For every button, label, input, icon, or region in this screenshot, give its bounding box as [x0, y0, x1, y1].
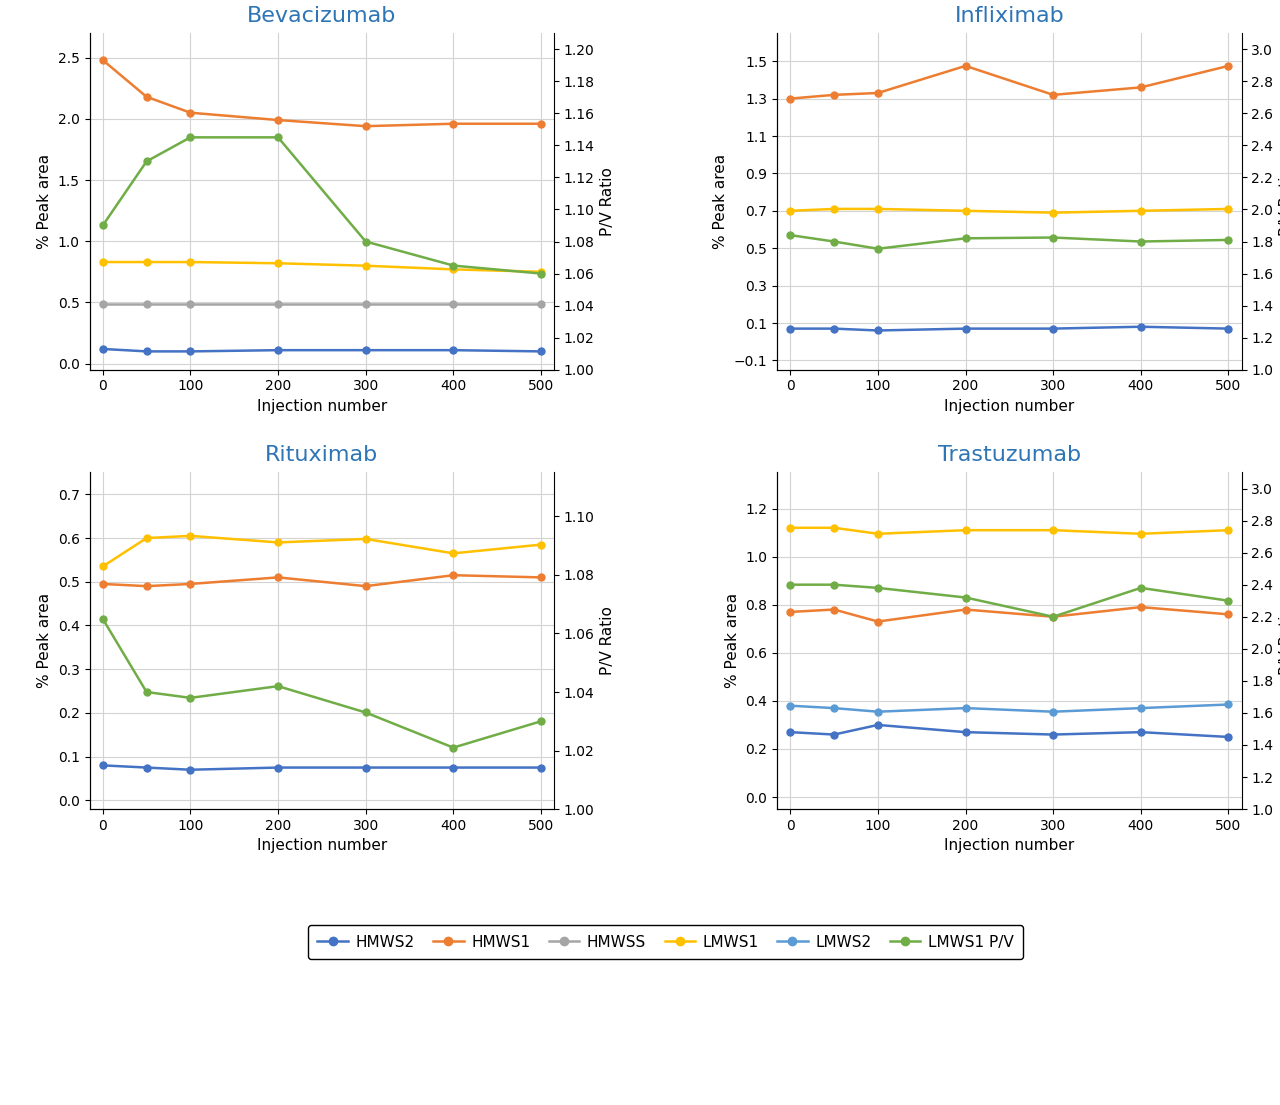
Title: Trastuzumab: Trastuzumab	[938, 445, 1080, 465]
X-axis label: Injection number: Injection number	[945, 839, 1074, 853]
Y-axis label: % Peak area: % Peak area	[37, 154, 52, 249]
Title: Infliximab: Infliximab	[955, 6, 1064, 27]
Y-axis label: P/V Ratio: P/V Ratio	[600, 607, 616, 675]
Y-axis label: P/V Ratio: P/V Ratio	[600, 167, 616, 235]
X-axis label: Injection number: Injection number	[257, 839, 387, 853]
Y-axis label: % Peak area: % Peak area	[713, 154, 728, 249]
Title: Rituximab: Rituximab	[265, 445, 379, 465]
Y-axis label: % Peak area: % Peak area	[37, 593, 52, 688]
X-axis label: Injection number: Injection number	[257, 399, 387, 414]
Title: Bevacizumab: Bevacizumab	[247, 6, 397, 27]
X-axis label: Injection number: Injection number	[945, 399, 1074, 414]
Y-axis label: % Peak area: % Peak area	[724, 593, 740, 688]
Legend: HMWS2, HMWS1, HMWSS, LMWS1, LMWS2, LMWS1 P/V: HMWS2, HMWS1, HMWSS, LMWS1, LMWS2, LMWS1…	[308, 926, 1023, 959]
